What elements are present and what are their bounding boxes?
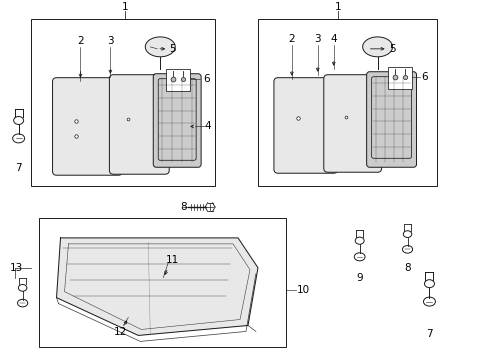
Text: 6: 6 (420, 72, 427, 82)
Ellipse shape (18, 299, 28, 307)
Text: 4: 4 (204, 121, 211, 131)
FancyBboxPatch shape (153, 74, 201, 167)
Bar (387, 67, 411, 89)
Ellipse shape (354, 253, 365, 261)
Ellipse shape (14, 117, 23, 125)
Text: 3: 3 (107, 36, 114, 46)
Ellipse shape (403, 231, 411, 238)
Text: 6: 6 (203, 74, 209, 84)
Ellipse shape (354, 237, 364, 244)
FancyBboxPatch shape (109, 75, 169, 174)
FancyBboxPatch shape (273, 78, 337, 173)
Ellipse shape (402, 246, 412, 253)
Text: 8: 8 (180, 202, 186, 212)
Text: 1: 1 (334, 2, 340, 12)
Bar (258, 19, 437, 186)
FancyBboxPatch shape (52, 78, 122, 175)
Text: 2: 2 (288, 34, 295, 44)
Text: 4: 4 (330, 34, 336, 44)
Polygon shape (57, 238, 258, 336)
Ellipse shape (424, 280, 433, 288)
Text: 8: 8 (404, 263, 410, 273)
Ellipse shape (19, 284, 27, 291)
Text: 5: 5 (388, 44, 395, 54)
Text: 13: 13 (10, 263, 23, 273)
Text: 5: 5 (168, 44, 175, 54)
Ellipse shape (145, 37, 175, 57)
Ellipse shape (362, 37, 392, 57)
Text: 7: 7 (425, 329, 432, 339)
Text: 1: 1 (122, 2, 128, 12)
Text: 3: 3 (314, 34, 321, 44)
Text: 12: 12 (114, 328, 127, 337)
Text: 9: 9 (356, 273, 362, 283)
Text: 11: 11 (165, 255, 179, 265)
Ellipse shape (423, 297, 435, 306)
Text: 10: 10 (297, 285, 310, 294)
FancyBboxPatch shape (366, 72, 416, 167)
Text: 7: 7 (15, 163, 22, 173)
FancyBboxPatch shape (323, 75, 381, 172)
Ellipse shape (13, 134, 24, 143)
Text: 2: 2 (77, 36, 83, 46)
Bar (166, 69, 190, 91)
Bar (39, 218, 285, 347)
Bar (31, 19, 215, 186)
